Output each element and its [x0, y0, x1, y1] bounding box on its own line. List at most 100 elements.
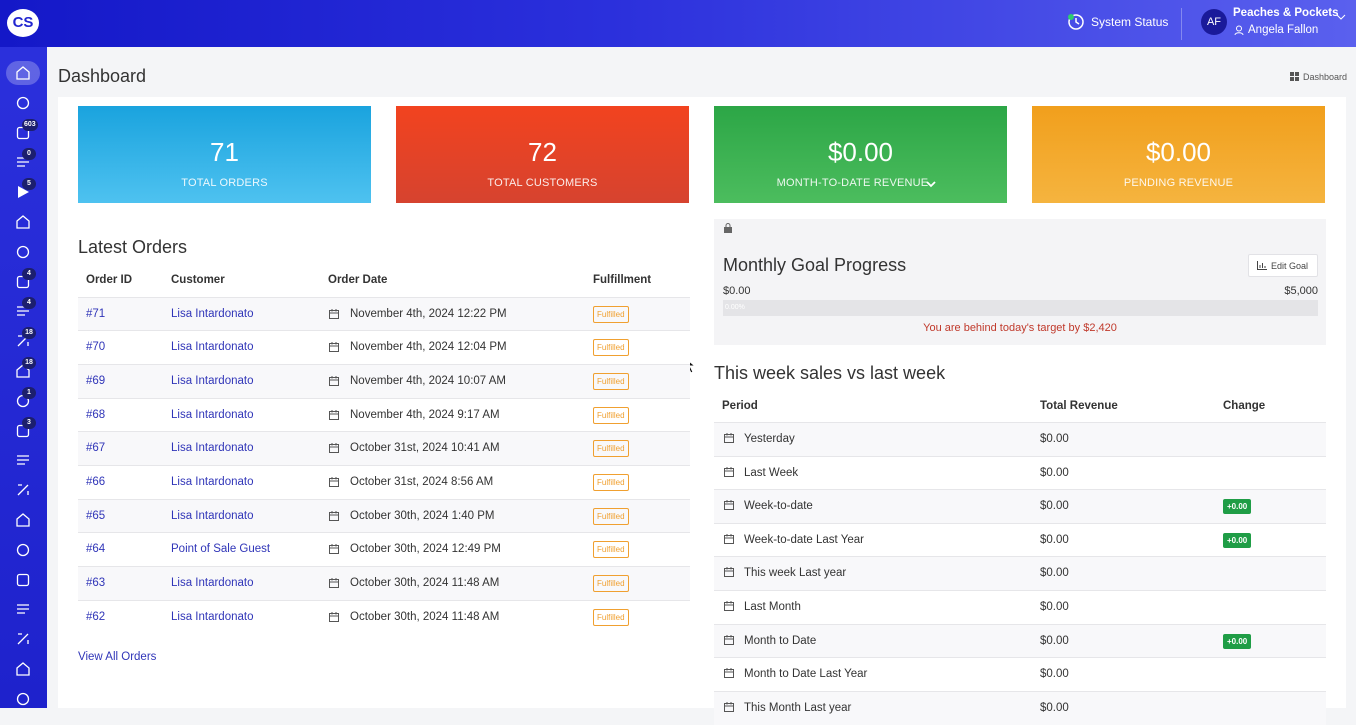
order-id[interactable]: #70: [86, 341, 106, 354]
user-name[interactable]: Angela Fallon: [1248, 24, 1319, 36]
card-value: $0.00: [827, 137, 894, 167]
order-date: October 30th, 2024 12:49 PM: [350, 543, 501, 556]
stat-card[interactable]: 71 TOTAL ORDERS: [78, 106, 371, 203]
nav-icon: [16, 215, 30, 229]
calendar-icon: [724, 634, 734, 645]
period: Yesterday: [744, 433, 795, 445]
lock-icon: [724, 223, 732, 233]
breadcrumb[interactable]: Dashboard: [1303, 72, 1348, 82]
card-value: 71: [210, 137, 239, 167]
nav-active: [6, 61, 40, 85]
nav-icon: [16, 543, 30, 556]
order-date: October 30th, 2024 11:48 AM: [350, 610, 500, 623]
top-bar: CS System Status AF Peaches & Pockets An…: [0, 0, 1356, 47]
order-id[interactable]: #66: [86, 476, 106, 488]
order-id[interactable]: #69: [86, 374, 106, 387]
order-id[interactable]: #71: [86, 307, 106, 320]
view-all-link[interactable]: View All Orders: [78, 651, 157, 663]
order-date: November 4th, 2024 12:22 PM: [350, 307, 507, 320]
column-header: Order Date: [328, 274, 388, 286]
card-value: 72: [528, 137, 557, 167]
sales-row: Yesterday $0.00: [714, 422, 1326, 456]
card-label: TOTAL CUSTOMERS: [487, 177, 598, 189]
order-row: #66 Lisa Intardonato October 31st, 2024 8:…: [78, 465, 690, 499]
stat-card[interactable]: $0.00 PENDING REVENUE: [1032, 106, 1325, 203]
revenue: $0.00: [1040, 433, 1069, 445]
order-id[interactable]: #67: [86, 442, 106, 455]
nav-badge[interactable]: 18: [22, 327, 36, 340]
nav-badge[interactable]: 4: [22, 297, 36, 310]
column-header: Customer: [171, 274, 225, 286]
order-id[interactable]: #63: [86, 577, 106, 590]
period: Last Month: [744, 601, 801, 613]
nav-icon: [16, 573, 30, 586]
stat-card[interactable]: $0.00 MONTH-TO-DATE REVENUE: [714, 106, 1007, 203]
customer-name[interactable]: Lisa Intardonato: [171, 577, 254, 590]
nav-icon: [16, 96, 30, 109]
calendar-icon: [724, 701, 734, 712]
system-status[interactable]: System Status: [1091, 15, 1169, 29]
nav-badge[interactable]: 18: [22, 357, 36, 369]
order-date: October 30th, 2024 1:40 PM: [350, 509, 495, 522]
order-id[interactable]: #62: [86, 610, 106, 623]
edit-goal-button[interactable]: Edit Goal: [1248, 254, 1318, 277]
calendar-icon: [329, 477, 339, 487]
sales-row: Month to Date $0.00 +0.00: [714, 623, 1326, 658]
order-row: #68 Lisa Intardonato November 4th, 2024 9:…: [78, 397, 690, 432]
order-id[interactable]: #65: [86, 509, 106, 522]
progress-label: 0.00%: [725, 304, 745, 311]
order-date: November 4th, 2024 12:04 PM: [350, 341, 507, 354]
stat-card[interactable]: 72 TOTAL CUSTOMERS: [396, 106, 689, 203]
customer-name[interactable]: Lisa Intardonato: [171, 307, 254, 320]
order-date: October 31st, 2024 10:41 AM: [350, 442, 500, 455]
order-date: November 4th, 2024 9:17 AM: [350, 408, 500, 421]
fulfillment-status: Fulfilled: [593, 406, 629, 424]
order-row: #69 Lisa Intardonato November 4th, 2024 10…: [78, 363, 690, 398]
customer-name[interactable]: Lisa Intardonato: [171, 374, 254, 387]
order-date: October 30th, 2024 11:48 AM: [350, 577, 500, 590]
fulfillment-status: Fulfilled: [593, 440, 629, 458]
sales-row: Last Month $0.00: [714, 590, 1326, 624]
nav-badge[interactable]: 3: [22, 416, 36, 429]
customer-name[interactable]: Point of Sale Guest: [171, 543, 271, 556]
period: Week-to-date: [744, 500, 813, 513]
calendar-icon: [329, 308, 339, 319]
order-id[interactable]: #68: [86, 408, 106, 421]
customer-name[interactable]: Lisa Intardonato: [171, 476, 254, 488]
column-header: Fulfillment: [593, 274, 652, 286]
nav-icon: [17, 455, 29, 466]
edit-goal-label: Edit Goal: [1271, 261, 1309, 271]
calendar-icon: [724, 601, 734, 611]
nav-badge[interactable]: 1: [22, 386, 36, 399]
period: Month to Date Last Year: [744, 668, 868, 681]
nav-badge[interactable]: 5: [22, 178, 36, 191]
chevron[interactable]: [1335, 12, 1347, 22]
customer-name[interactable]: Lisa Intardonato: [171, 341, 254, 354]
change-badge: +0.00: [1223, 532, 1252, 548]
order-date: October 31st, 2024 8:56 AM: [350, 476, 494, 488]
avatar[interactable]: AF: [1201, 9, 1227, 35]
nav-icon: [17, 633, 29, 645]
customer-name[interactable]: Lisa Intardonato: [171, 509, 254, 522]
revenue: $0.00: [1040, 533, 1069, 546]
logo[interactable]: CS: [7, 9, 39, 37]
nav-badge[interactable]: 4: [22, 267, 36, 280]
store-name[interactable]: Peaches & Pockets: [1233, 7, 1339, 19]
user-icon: [1234, 25, 1244, 35]
customer-name[interactable]: Lisa Intardonato: [171, 408, 254, 421]
period: Week-to-date Last Year: [744, 533, 864, 546]
order-id[interactable]: #64: [86, 543, 106, 556]
calendar-icon: [329, 443, 339, 454]
customer-name[interactable]: Lisa Intardonato: [171, 610, 254, 623]
order-row: #64 Point of Sale Guest October 30th, 2024…: [78, 532, 690, 567]
goal-box: Monthly Goal Progress Edit Goal $0.00 $5…: [714, 219, 1326, 345]
customer-name[interactable]: Lisa Intardonato: [171, 442, 254, 455]
dropdown-chevron: [926, 181, 936, 188]
card-value: $0.00: [1145, 137, 1212, 167]
nav-badge[interactable]: 603: [22, 118, 38, 131]
order-row: #67 Lisa Intardonato October 31st, 2024 10…: [78, 431, 690, 466]
revenue: $0.00: [1040, 567, 1069, 580]
nav-badge[interactable]: 0: [22, 148, 36, 161]
card-label: TOTAL ORDERS: [181, 177, 268, 189]
column-header: Total Revenue: [1040, 400, 1118, 412]
